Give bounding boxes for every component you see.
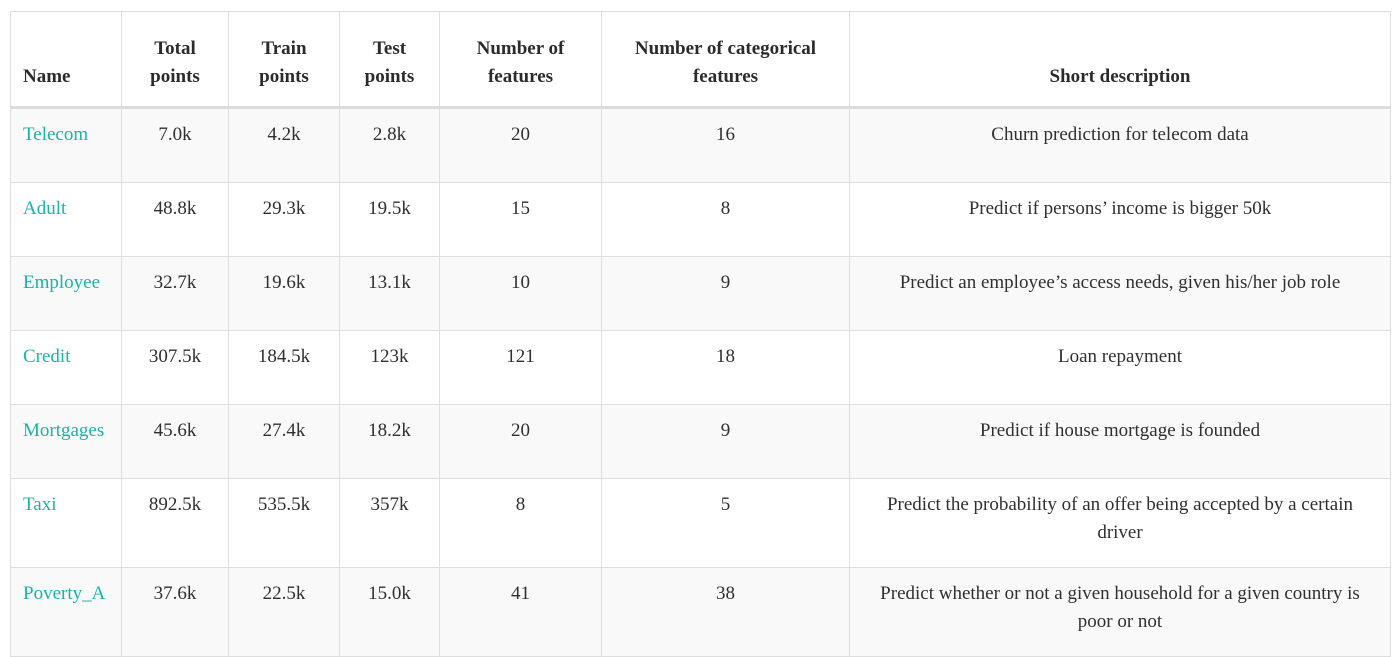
test-points-cell: 15.0k (339, 567, 440, 657)
dataset-link-mortgages[interactable]: Mortgages (23, 420, 105, 441)
features-cell: 15 (439, 182, 602, 257)
description-cell: Churn prediction for telecom data (849, 107, 1391, 183)
dataset-link-poverty-a[interactable]: Poverty_A (23, 583, 106, 604)
header-number-of-categorical-features: Number of categorical features (601, 11, 850, 109)
total-points-cell: 307.5k (121, 330, 229, 405)
description-cell: Predict whether or not a given household… (849, 567, 1391, 657)
name-cell: Telecom (10, 107, 122, 183)
table-row: Mortgages 45.6k 27.4k 18.2k 20 9 Predict… (10, 404, 1391, 479)
categorical-features-cell: 18 (601, 330, 850, 405)
header-train-points: Train points (228, 11, 340, 109)
name-cell: Employee (10, 256, 122, 331)
description-cell: Predict the probability of an offer bein… (849, 478, 1391, 568)
features-cell: 10 (439, 256, 602, 331)
total-points-cell: 7.0k (121, 107, 229, 183)
categorical-features-cell: 16 (601, 107, 850, 183)
name-cell: Poverty_A (10, 567, 122, 657)
train-points-cell: 27.4k (228, 404, 340, 479)
categorical-features-cell: 9 (601, 256, 850, 331)
train-points-cell: 22.5k (228, 567, 340, 657)
table-header: Name Total points Train points Test poin… (10, 11, 1391, 109)
header-row: Name Total points Train points Test poin… (10, 11, 1391, 109)
description-cell: Predict if house mortgage is founded (849, 404, 1391, 479)
description-cell: Loan repayment (849, 330, 1391, 405)
name-cell: Credit (10, 330, 122, 405)
table-row: Poverty_A 37.6k 22.5k 15.0k 41 38 Predic… (10, 567, 1391, 657)
test-points-cell: 123k (339, 330, 440, 405)
train-points-cell: 535.5k (228, 478, 340, 568)
header-number-of-features: Number of features (439, 11, 602, 109)
categorical-features-cell: 38 (601, 567, 850, 657)
table-row: Telecom 7.0k 4.2k 2.8k 20 16 Churn predi… (10, 107, 1391, 183)
dataset-link-taxi[interactable]: Taxi (23, 494, 57, 515)
test-points-cell: 19.5k (339, 182, 440, 257)
name-cell: Taxi (10, 478, 122, 568)
dataset-link-credit[interactable]: Credit (23, 346, 71, 367)
test-points-cell: 357k (339, 478, 440, 568)
categorical-features-cell: 9 (601, 404, 850, 479)
description-cell: Predict if persons’ income is bigger 50k (849, 182, 1391, 257)
features-cell: 121 (439, 330, 602, 405)
total-points-cell: 45.6k (121, 404, 229, 479)
features-cell: 8 (439, 478, 602, 568)
header-name: Name (10, 11, 122, 109)
description-cell: Predict an employee’s access needs, give… (849, 256, 1391, 331)
train-points-cell: 29.3k (228, 182, 340, 257)
features-cell: 41 (439, 567, 602, 657)
train-points-cell: 19.6k (228, 256, 340, 331)
dataset-link-employee[interactable]: Employee (23, 272, 101, 293)
datasets-table-wrapper: Name Total points Train points Test poin… (10, 11, 1391, 657)
name-cell: Mortgages (10, 404, 122, 479)
train-points-cell: 184.5k (228, 330, 340, 405)
table-row: Adult 48.8k 29.3k 19.5k 15 8 Predict if … (10, 182, 1391, 257)
categorical-features-cell: 8 (601, 182, 850, 257)
datasets-table: Name Total points Train points Test poin… (10, 11, 1391, 657)
features-cell: 20 (439, 107, 602, 183)
test-points-cell: 13.1k (339, 256, 440, 331)
header-short-description: Short description (849, 11, 1391, 109)
total-points-cell: 48.8k (121, 182, 229, 257)
test-points-cell: 2.8k (339, 107, 440, 183)
total-points-cell: 892.5k (121, 478, 229, 568)
name-cell: Adult (10, 182, 122, 257)
header-test-points: Test points (339, 11, 440, 109)
dataset-link-telecom[interactable]: Telecom (23, 124, 89, 145)
categorical-features-cell: 5 (601, 478, 850, 568)
header-total-points: Total points (121, 11, 229, 109)
table-body: Telecom 7.0k 4.2k 2.8k 20 16 Churn predi… (10, 107, 1391, 657)
test-points-cell: 18.2k (339, 404, 440, 479)
features-cell: 20 (439, 404, 602, 479)
table-row: Employee 32.7k 19.6k 13.1k 10 9 Predict … (10, 256, 1391, 331)
dataset-link-adult[interactable]: Adult (23, 198, 67, 219)
train-points-cell: 4.2k (228, 107, 340, 183)
total-points-cell: 37.6k (121, 567, 229, 657)
table-row: Credit 307.5k 184.5k 123k 121 18 Loan re… (10, 330, 1391, 405)
total-points-cell: 32.7k (121, 256, 229, 331)
table-row: Taxi 892.5k 535.5k 357k 8 5 Predict the … (10, 478, 1391, 568)
